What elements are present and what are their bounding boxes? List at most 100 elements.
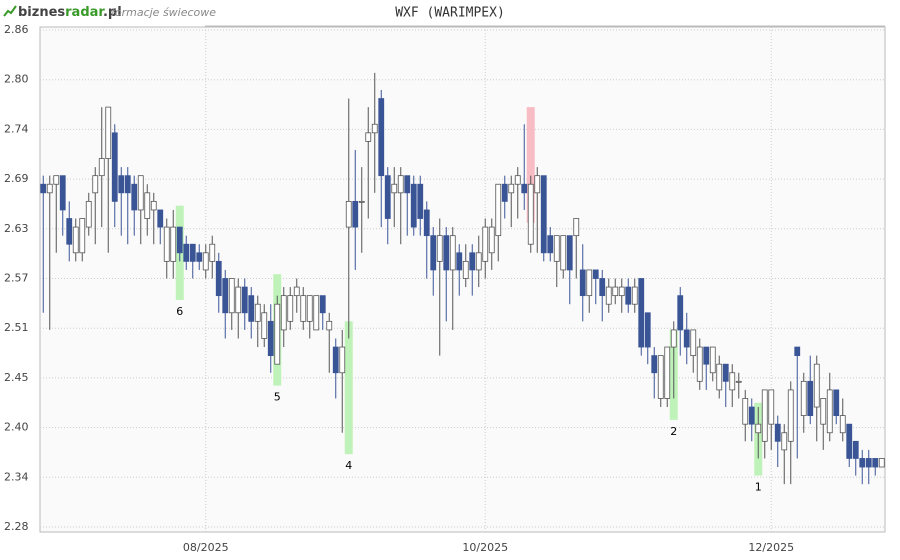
candle-body <box>410 183 417 228</box>
candle-body <box>352 200 359 228</box>
candle-body <box>599 278 606 297</box>
candle-body <box>625 286 632 305</box>
logo: biznesradar.pl <box>18 5 122 20</box>
candle-body <box>79 218 86 254</box>
candle-body <box>696 346 703 382</box>
candle-body <box>254 303 261 322</box>
candle-body <box>839 415 846 434</box>
candle-body <box>170 226 177 262</box>
pattern-highlight <box>344 321 353 455</box>
candle-body <box>235 286 242 314</box>
logo-part: radar <box>65 5 105 20</box>
candle-body <box>384 175 391 219</box>
candle-body <box>703 346 710 365</box>
candle-body <box>98 158 105 177</box>
candle-body <box>150 200 157 211</box>
y-tick-label: 2.34 <box>4 470 29 483</box>
chart-title: WXF (WARIMPEX) <box>395 6 505 21</box>
y-tick-label: 2.57 <box>4 272 29 285</box>
candle-body <box>657 355 664 399</box>
candle-body <box>612 286 619 297</box>
candle-body <box>293 286 300 297</box>
candle-body <box>274 303 281 365</box>
candle-body <box>105 106 112 159</box>
y-tick-label: 2.69 <box>4 172 29 185</box>
candle-body <box>553 235 560 262</box>
candle-body <box>319 295 326 314</box>
candle-body <box>605 286 612 305</box>
candle-body <box>527 183 534 245</box>
candle-body <box>852 440 859 459</box>
y-tick-label: 2.63 <box>4 222 29 235</box>
candle-body <box>209 243 216 262</box>
candle-body <box>592 269 599 279</box>
candle-body <box>300 295 307 322</box>
candle-body <box>859 458 866 468</box>
candle-body <box>228 278 235 314</box>
candle-body <box>748 406 755 425</box>
y-tick-label: 2.28 <box>4 520 29 533</box>
pattern-label: 6 <box>176 305 183 318</box>
candle-body <box>430 235 437 271</box>
candle-body <box>781 432 788 451</box>
y-tick-label: 2.51 <box>4 321 29 334</box>
candle-body <box>768 389 775 425</box>
candle-body <box>118 175 125 194</box>
candle-body <box>573 218 580 237</box>
candle-body <box>423 209 430 237</box>
candle-body <box>339 346 346 374</box>
candle-body <box>813 363 820 408</box>
candle-body <box>157 209 164 228</box>
subtitle: formacje świecowe <box>111 6 216 19</box>
candle-body <box>566 235 573 271</box>
candle-body <box>807 380 814 417</box>
x-tick-label: 10/2025 <box>462 541 508 554</box>
candle-body <box>248 295 255 322</box>
candle-body <box>800 380 807 417</box>
candle-body <box>196 252 203 262</box>
candle-body <box>124 175 131 194</box>
candle-body <box>443 235 450 271</box>
candle-body <box>722 363 729 382</box>
candle-body <box>865 458 872 468</box>
candle-body <box>131 183 138 211</box>
candle-body <box>267 320 274 357</box>
candle-body <box>651 355 658 374</box>
candle-body <box>774 423 781 442</box>
candle-body <box>176 226 183 254</box>
candle-body <box>677 295 684 331</box>
candle-body <box>365 132 372 142</box>
candle-body <box>514 175 521 185</box>
candle-body <box>345 200 352 228</box>
candle-body <box>371 123 378 134</box>
candle-body <box>261 312 268 339</box>
candle-body <box>618 286 625 297</box>
candle-body <box>794 346 801 357</box>
candle-body <box>163 226 170 262</box>
candle-body <box>878 458 885 468</box>
candle-body <box>59 175 66 211</box>
candle-body <box>462 260 469 279</box>
candle-body <box>40 183 47 194</box>
candle-body <box>189 243 196 262</box>
candle-body <box>846 423 853 459</box>
y-tick-label: 2.86 <box>4 23 29 36</box>
candle-body <box>521 183 528 194</box>
candle-body <box>820 398 827 425</box>
pattern-label: 1 <box>755 481 762 494</box>
x-tick-label: 12/2025 <box>748 541 794 554</box>
candle-body <box>755 423 762 434</box>
candle-body <box>306 295 313 322</box>
candle-body <box>46 183 53 194</box>
candle-body <box>638 278 645 348</box>
candle-body <box>670 329 677 348</box>
candle-body <box>826 389 833 434</box>
candle-body <box>833 389 840 417</box>
candle-body <box>579 269 586 297</box>
candle-body <box>391 183 398 194</box>
candle-body <box>787 389 794 442</box>
candle-body <box>690 329 697 357</box>
logo-icon <box>3 5 17 17</box>
candle-body <box>735 380 742 383</box>
